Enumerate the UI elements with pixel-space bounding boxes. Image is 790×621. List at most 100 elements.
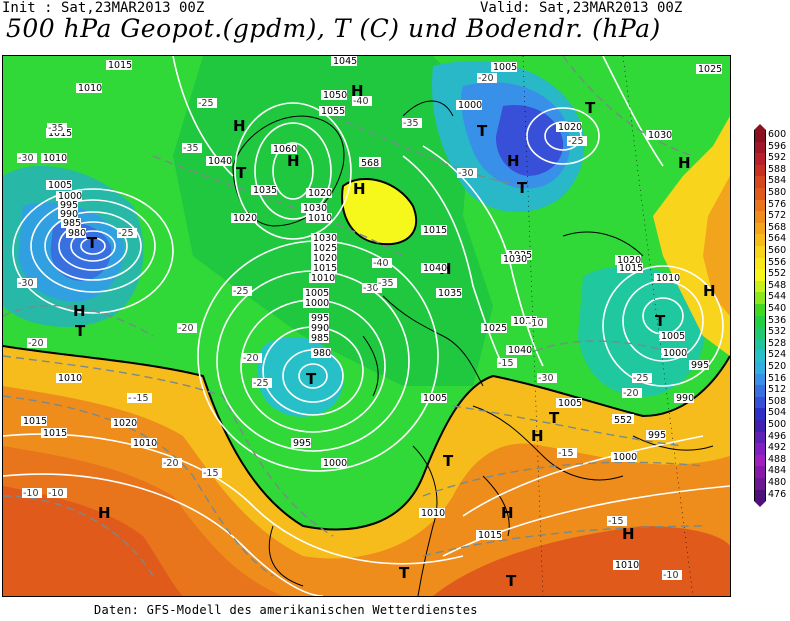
isobar-value: 1015: [48, 128, 72, 139]
temperature-value: -30: [18, 153, 34, 164]
low-symbol: T: [236, 164, 247, 182]
legend-swatch: [754, 489, 766, 502]
legend-swatch: [754, 130, 766, 142]
temperature-value: -10: [48, 488, 64, 499]
geo-marker-box-2: [612, 414, 634, 424]
temperature-value: -40: [373, 258, 389, 269]
temperature-label-box: [527, 318, 547, 328]
isobar-label-box: [58, 200, 78, 210]
isobar-value: 1000: [458, 100, 482, 111]
legend-level-label: 556: [768, 256, 787, 268]
isobar-label-box: [646, 430, 666, 440]
isobar-label-box: [311, 263, 337, 273]
legend-level-label: 512: [768, 384, 787, 396]
isobar-value: 980: [313, 348, 331, 359]
temperature-value: -35: [48, 123, 64, 134]
isobar-label-box: [106, 60, 132, 70]
isobar-label-box: [56, 373, 82, 383]
high-symbol: H: [98, 504, 111, 522]
legend-level-label: 528: [768, 337, 787, 349]
temperature-value: -15: [203, 468, 219, 479]
isobar-value: 1005: [423, 393, 447, 404]
isobar-label-box: [556, 122, 582, 132]
temperature-value: -35: [403, 118, 419, 129]
legend-swatch: [754, 396, 766, 409]
isobar-value: 1025: [698, 64, 722, 75]
coastlines: [232, 100, 714, 596]
legend-swatch: [754, 222, 766, 235]
legend-swatch: [754, 420, 766, 432]
low-symbol: T: [87, 234, 98, 252]
legend-swatch: [754, 350, 766, 362]
isobar-value: 1055: [321, 106, 345, 117]
isobar-value: 1020: [313, 253, 337, 264]
legend-swatch: [754, 234, 766, 246]
legend-level-label: 588: [768, 163, 787, 175]
isobar-value: 1035: [253, 185, 277, 196]
low-symbol: T: [655, 312, 666, 330]
isobar-value: 1040: [208, 156, 232, 167]
isobar-value: 1010: [656, 273, 680, 284]
isobar-value: 1015: [423, 225, 447, 236]
temperature-label-box: [162, 458, 182, 468]
isobar-value: 1005: [493, 62, 517, 73]
low-symbol: T: [477, 122, 488, 140]
isobar-value: 995: [293, 438, 311, 449]
isobar-label-box: [476, 530, 502, 540]
isobar-value: 1040: [508, 345, 532, 356]
isobar-value: 1030: [648, 130, 672, 141]
isobar-label-box: [41, 428, 67, 438]
isobar-label-box: [311, 243, 337, 253]
isobar-label-box: [291, 438, 311, 448]
isobar-value: 1005: [661, 331, 685, 342]
ne-warmer-zone: [703, 176, 730, 316]
temperature-label-box: [232, 286, 252, 296]
temperature-label-box: [457, 168, 477, 178]
legend-level-label: 484: [768, 465, 787, 477]
isobar-value: 1040: [423, 263, 447, 274]
temperature-label-box: [177, 323, 197, 333]
legend-swatch: [754, 199, 766, 212]
legend-level-label: 524: [768, 349, 787, 361]
legend-level-label: 476: [768, 488, 787, 500]
isobar-value: 995: [311, 313, 329, 324]
isobar-value: 985: [63, 218, 81, 229]
legend-level-label: 544: [768, 291, 787, 303]
isobar-label-box: [654, 273, 680, 283]
isobar-value: 1035: [438, 288, 462, 299]
isobar-label-box: [491, 62, 517, 72]
isobar-label-box: [617, 263, 643, 273]
low-symbol: T: [399, 564, 410, 582]
isobar-value: 1030: [503, 254, 527, 265]
geo-marker-568: 568: [361, 158, 379, 169]
temperature-value: -20: [28, 338, 44, 349]
legend-level-label: 520: [768, 361, 787, 372]
high-symbol: H: [501, 504, 514, 522]
legend-level-label: 580: [768, 187, 787, 198]
pressure-centres: H H H H H H H H H H H H H T T T T T T T …: [73, 82, 716, 590]
temperature-label-box: [567, 136, 587, 146]
isobar-label-box: [251, 185, 277, 195]
legend-level-label: 500: [768, 419, 787, 430]
low-symbol: T: [506, 572, 517, 590]
isobar-value: 1050: [323, 90, 347, 101]
legend-swatch: [754, 176, 766, 188]
isobar-value: 1015: [478, 530, 502, 541]
legend-swatch: [754, 164, 766, 177]
isobar-value: 990: [311, 323, 329, 334]
legend-level-label: 492: [768, 442, 787, 454]
isobar-label-box: [421, 263, 447, 273]
temperature-value: -20: [478, 73, 494, 84]
temperature-label-box: [47, 123, 67, 133]
legend-swatch: [754, 188, 766, 200]
isobar-label-box: [556, 398, 582, 408]
isobar-label-box: [206, 156, 232, 166]
legend-swatch: [754, 385, 766, 397]
temperature-label-box: [27, 338, 47, 348]
legend-level-label: 576: [768, 198, 787, 210]
isobar-label-box: [613, 560, 639, 570]
isobar-label-box: [646, 130, 672, 140]
isobar-label-box: [659, 331, 685, 341]
isobar-value: 1010: [133, 438, 157, 449]
temperature-labels: -25-35-30-40-35-20-15-10-20-25-35-30-25-…: [17, 73, 682, 581]
